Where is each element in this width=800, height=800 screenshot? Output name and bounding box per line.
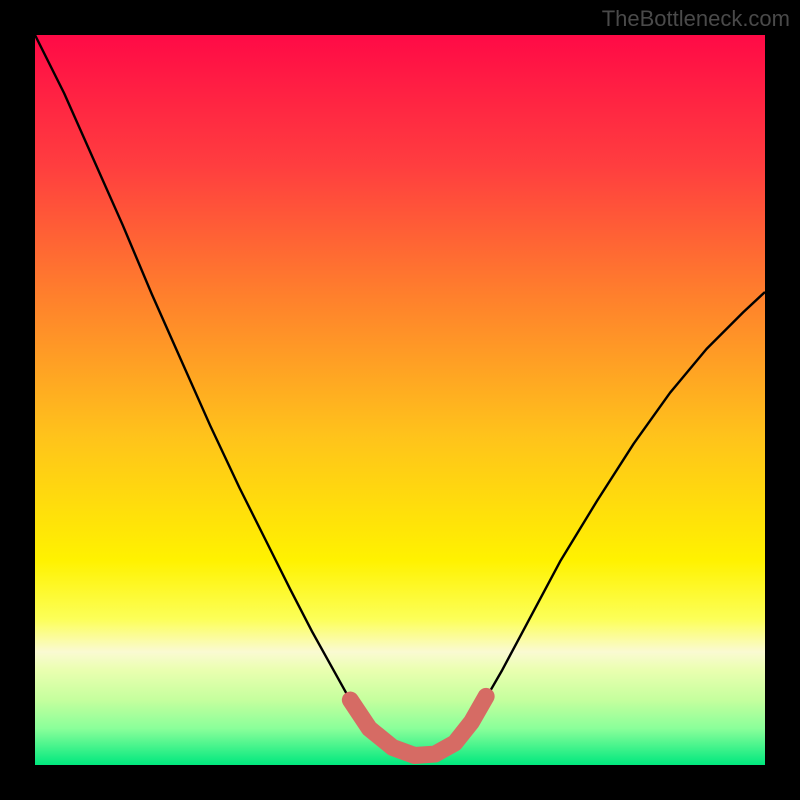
optimal-range-band xyxy=(350,696,486,755)
chart-plot-area xyxy=(35,35,765,765)
chart-curves-layer xyxy=(35,35,765,765)
bottleneck-curve xyxy=(35,35,765,758)
watermark-text: TheBottleneck.com xyxy=(602,6,790,32)
